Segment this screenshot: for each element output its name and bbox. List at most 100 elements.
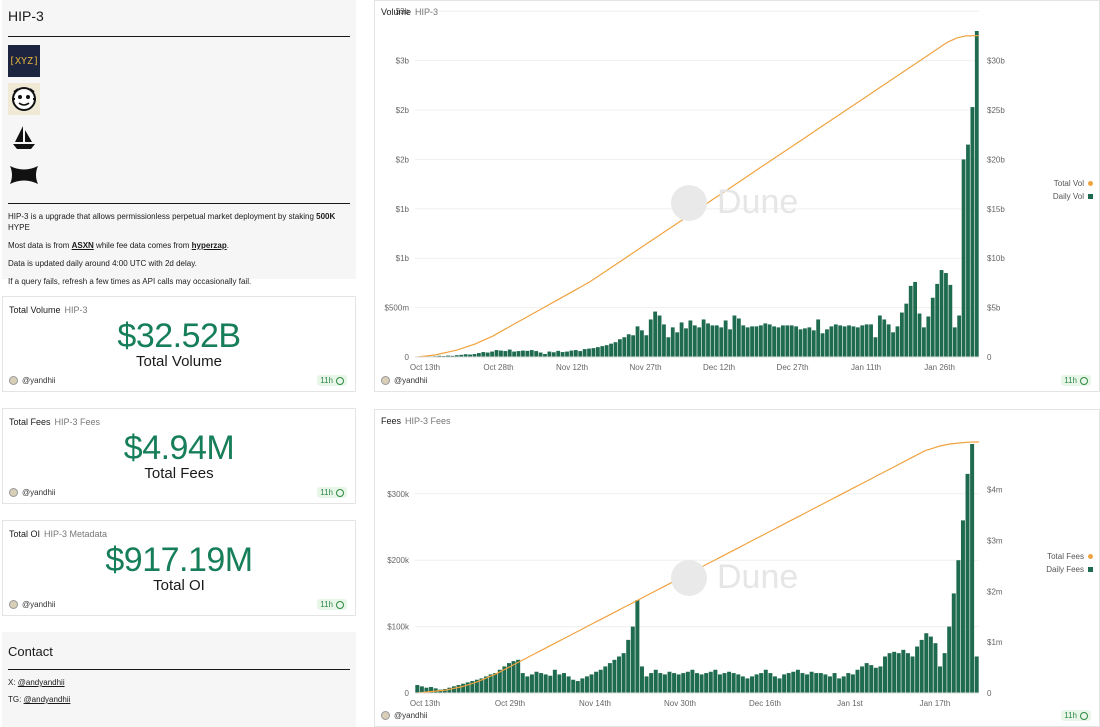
x-tick: Dec 27th (777, 363, 809, 372)
bar (944, 273, 948, 357)
bar (666, 337, 671, 357)
bar (750, 676, 755, 693)
total-fees-card[interactable]: Total Fees HIP-3 Fees $4.94M Total Fees @… (2, 408, 356, 504)
legend-item[interactable]: Total Vol (1053, 179, 1093, 188)
legend-item[interactable]: Total Fees (1046, 552, 1093, 561)
bar (791, 671, 796, 693)
author-name: @yandhii (394, 376, 428, 385)
xyz-logo[interactable]: [XYZ] (8, 45, 40, 77)
freshness-text: 11h (320, 376, 333, 385)
bow-logo[interactable] (8, 159, 40, 191)
author[interactable]: @yandhii (381, 711, 427, 720)
dune-logo-icon (671, 184, 707, 221)
bar (569, 350, 574, 357)
card-title-text: Total Volume (9, 305, 61, 315)
bar (974, 31, 979, 357)
total-volume-card[interactable]: Total Volume HIP-3 $32.52B Total Volume @… (2, 296, 356, 392)
bar (580, 678, 585, 693)
bar (892, 651, 897, 693)
bar (681, 673, 686, 693)
bar (657, 315, 662, 357)
bar (560, 352, 565, 357)
bar (825, 329, 829, 357)
y-left-tick: $2b (396, 106, 410, 115)
bar (878, 666, 883, 693)
bar (772, 326, 777, 357)
tg-handle-link[interactable]: @andyandhii (23, 695, 71, 704)
bar (883, 656, 887, 693)
bar (658, 673, 663, 693)
bar (598, 669, 603, 693)
bar (578, 351, 583, 357)
bar (670, 327, 675, 357)
bar (613, 342, 618, 357)
bar (507, 663, 511, 693)
hyperzap-link[interactable]: hyperzap (191, 241, 227, 250)
legend-item[interactable]: Daily Fees (1046, 565, 1093, 574)
bar (805, 674, 810, 693)
bar (938, 666, 943, 693)
x-tick: Oct 28th (483, 363, 513, 372)
total-oi-card[interactable]: Total OI HIP-3 Metadata $917.19M Total OI… (2, 520, 356, 616)
avatar (381, 376, 390, 385)
about-p2-mid: while fee data comes from (93, 241, 192, 250)
bar (899, 312, 904, 357)
legend-item[interactable]: Daily Vol (1053, 192, 1093, 201)
bar (675, 332, 680, 357)
bar (692, 325, 697, 357)
bar (525, 350, 530, 357)
bar (818, 673, 823, 693)
legend-dot (1088, 554, 1093, 559)
avatar (381, 711, 390, 720)
bar (484, 676, 489, 693)
bar (534, 351, 539, 357)
bar (728, 329, 732, 357)
bar (905, 653, 910, 693)
author[interactable]: @yandhii (9, 600, 55, 609)
bar (832, 673, 837, 693)
bar (841, 676, 846, 693)
bar (935, 283, 940, 357)
bar (456, 685, 461, 693)
bar (926, 316, 931, 357)
bar (814, 673, 819, 693)
bar (708, 671, 713, 693)
total-oi-label: Total OI (153, 577, 205, 594)
volume-chart-panel[interactable]: 0 $500m $1b $1b $2b $2b $3b $3b 0 $5b $10b $15b $20b… (374, 0, 1100, 392)
bar (626, 639, 631, 693)
bar (419, 686, 424, 693)
author[interactable]: @yandhii (9, 376, 55, 385)
about-panel: HIP-3 [XYZ] (2, 0, 356, 286)
volume-chart[interactable]: 0 $500m $1b $1b $2b $2b $3b $3b 0 $5b $10b $15b $20b… (375, 1, 1100, 393)
y-left-tick: 0 (405, 689, 410, 698)
logo-list: [XYZ] (8, 37, 350, 204)
bar (488, 674, 493, 693)
bar (767, 324, 772, 357)
author[interactable]: @yandhii (381, 376, 427, 385)
bar (947, 626, 952, 693)
about-p2-end: . (226, 241, 229, 250)
chart-legend: Total Vol Daily Vol (1053, 179, 1093, 205)
bar (589, 674, 594, 693)
freshness-text: 11h (1064, 376, 1077, 385)
bar (459, 354, 464, 357)
bar (887, 653, 892, 693)
bar (719, 327, 724, 357)
x-handle-link[interactable]: @andyandhii (17, 678, 65, 687)
asxn-link[interactable]: ASXN (71, 241, 94, 250)
card-title: Total Volume HIP-3 (9, 305, 88, 315)
bar (750, 326, 754, 357)
ship-logo[interactable] (8, 121, 40, 153)
bar (910, 656, 915, 693)
bar (494, 350, 499, 357)
author[interactable]: @yandhii (9, 488, 55, 497)
bar (768, 673, 773, 693)
freshness-text: 11h (1064, 711, 1077, 720)
avatar (9, 600, 18, 609)
bar (933, 643, 938, 693)
face-logo[interactable] (8, 83, 40, 115)
fees-chart-panel[interactable]: 0 $100k $200k $300k 0 $1m $2m $3m $4m Oct 13th Oct… (374, 409, 1100, 727)
bar (713, 669, 718, 693)
bar (723, 320, 728, 357)
